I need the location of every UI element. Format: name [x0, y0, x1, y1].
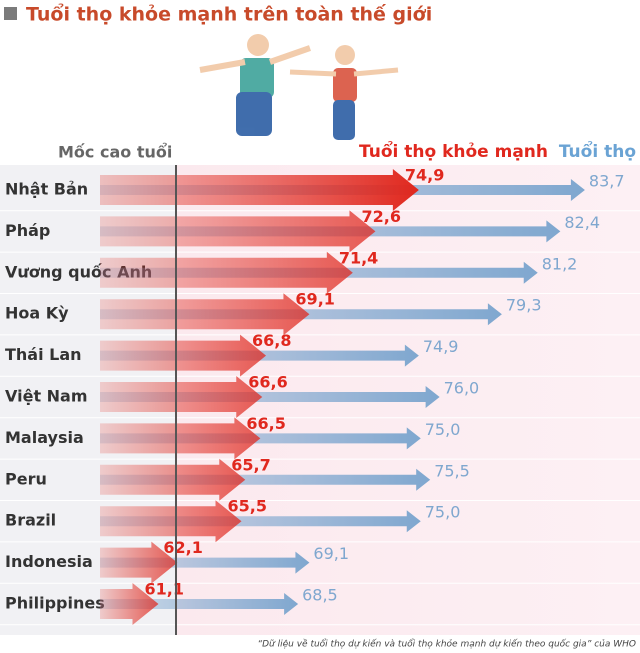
life-arrow — [100, 593, 299, 615]
life-arrow — [100, 551, 310, 574]
life-arrow — [100, 468, 431, 491]
life-value-label: 75,5 — [434, 461, 470, 480]
life-arrow — [100, 386, 440, 408]
category-label: Hoa Kỳ — [5, 304, 69, 323]
life-value-label: 79,3 — [506, 296, 542, 315]
title-marker — [4, 7, 17, 20]
life-value-label: 83,7 — [589, 172, 625, 191]
healthy-value-label: 66,5 — [246, 414, 285, 433]
healthy-arrow — [100, 417, 261, 460]
healthy-value-label: 65,5 — [228, 497, 267, 516]
life-value-label: 82,4 — [564, 213, 600, 232]
category-label: Thái Lan — [5, 345, 82, 364]
source: “Dữ liệu về tuổi thọ dự kiến và tuổi thọ… — [257, 639, 636, 650]
life-value-label: 74,9 — [423, 337, 459, 356]
healthy-value-label: 62,1 — [163, 538, 202, 557]
healthy-arrow — [100, 210, 376, 253]
healthy-value-label: 66,6 — [248, 373, 287, 392]
healthy-arrow — [100, 251, 353, 294]
life-value-label: 69,1 — [313, 544, 349, 563]
chart-title: Tuổi thọ khỏe mạnh trên toàn thế giới — [26, 3, 432, 26]
healthy-arrow — [100, 169, 419, 211]
healthy-arrow — [100, 583, 159, 625]
legend-entry: Tuổi thọ — [559, 140, 636, 162]
healthy-value-label: 72,6 — [361, 207, 400, 226]
healthy-value-label: 69,1 — [295, 290, 334, 309]
healthy-arrow — [100, 293, 310, 336]
healthy-arrow — [100, 541, 178, 584]
healthy-value-label: 66,8 — [252, 331, 291, 350]
category-label: Philippines — [5, 594, 105, 613]
healthy-value-label: 71,4 — [339, 248, 378, 267]
life-value-label: 81,2 — [542, 254, 578, 273]
life-arrow — [100, 510, 421, 533]
life-value-label: 68,5 — [302, 586, 338, 605]
healthy-value-label: 65,7 — [231, 455, 270, 474]
category-label: Peru — [5, 469, 47, 488]
legend-entry: Tuổi thọ khỏe mạnh — [359, 140, 548, 162]
illustration — [199, 34, 399, 140]
healthy-arrow — [100, 458, 246, 501]
healthy-value-label: 61,1 — [144, 580, 183, 599]
life-arrow — [100, 427, 421, 450]
healthy-arrow — [100, 334, 267, 377]
category-label: Pháp — [5, 221, 50, 240]
category-label: Malaysia — [5, 428, 84, 447]
category-label: Indonesia — [5, 552, 93, 571]
category-label: Việt Nam — [5, 387, 88, 406]
life-value-label: 75,0 — [425, 420, 461, 439]
healthy-arrow — [100, 376, 263, 418]
reference-label: Mốc cao tuổi — [58, 143, 172, 162]
healthy-value-label: 74,9 — [405, 166, 444, 185]
healthy-arrow — [100, 500, 242, 543]
life-value-label: 76,0 — [444, 379, 480, 398]
category-label: Brazil — [5, 511, 56, 530]
life-value-label: 75,0 — [425, 503, 461, 522]
category-label: Nhật Bản — [5, 180, 88, 199]
